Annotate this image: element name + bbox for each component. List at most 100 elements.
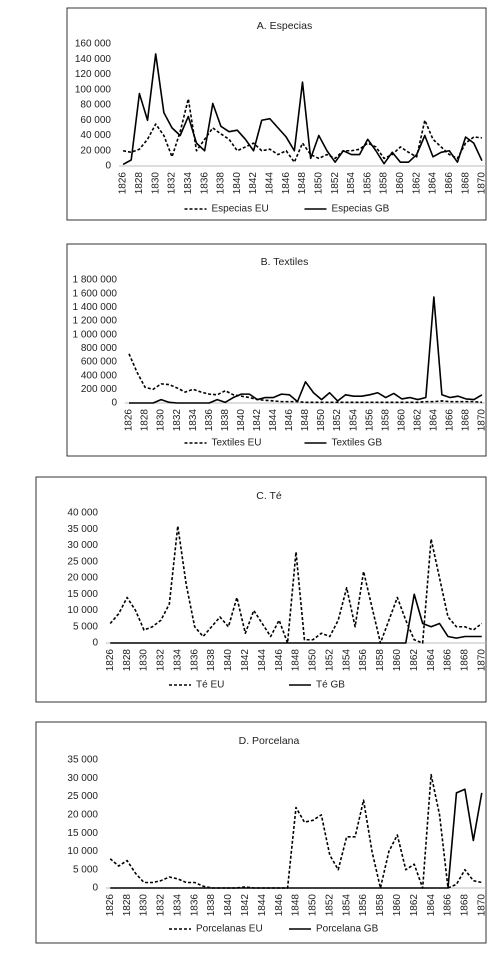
x-tick-label: 1864	[428, 172, 439, 195]
x-tick-label: 1862	[411, 172, 422, 195]
x-tick-label: 1866	[445, 409, 456, 432]
x-tick-label: 1826	[118, 172, 129, 195]
y-tick-label: 5 000	[73, 621, 98, 632]
panel-frame	[35, 721, 487, 944]
x-tick-label: 1834	[188, 409, 199, 432]
x-tick-label: 1870	[476, 894, 487, 917]
series-line	[109, 525, 483, 644]
x-tick-label: 1864	[428, 409, 439, 432]
x-tick-label: 1826	[105, 894, 116, 917]
x-tick-label: 1850	[313, 172, 324, 195]
y-tick-label: 400 000	[81, 370, 118, 381]
series-line	[109, 773, 482, 889]
y-tick-label: 40 000	[80, 130, 111, 141]
y-tick-label: 160 000	[75, 39, 112, 50]
chart-panel: B. Textiles 0 200 000 400 000 600 000 800 000…	[66, 243, 488, 457]
y-tick-label: 140 000	[75, 54, 112, 65]
x-tick-label: 1864	[426, 649, 437, 672]
series-line	[122, 53, 483, 166]
y-tick-label: 35 000	[67, 524, 98, 535]
y-tick-label: 800 000	[81, 343, 118, 354]
y-tick-label: 20 000	[67, 809, 98, 820]
y-tick-label: 30 000	[67, 773, 98, 784]
x-tick-label: 1840	[223, 894, 234, 917]
panel-frame	[66, 243, 487, 457]
x-tick-label: 1842	[240, 649, 251, 672]
x-tick-label: 1860	[395, 172, 406, 195]
series-line	[122, 98, 482, 163]
x-tick-label: 1832	[167, 172, 178, 195]
x-tick-label: 1852	[324, 894, 335, 917]
x-tick-label: 1834	[172, 649, 183, 672]
x-tick-label: 1850	[308, 649, 319, 672]
x-tick-label: 1844	[268, 409, 279, 432]
y-tick-label: 0	[111, 398, 117, 409]
chart-title: A. Especias	[257, 20, 312, 32]
y-tick-label: 35 000	[67, 755, 98, 766]
x-tick-label: 1830	[156, 409, 167, 432]
x-tick-label: 1840	[223, 649, 234, 672]
y-tick-label: 60 000	[80, 115, 111, 126]
chart-panel: A. Especias 0 20 000 40 000 60 000 80 000 100 …	[66, 7, 488, 221]
x-tick-label: 1868	[461, 409, 472, 432]
legend-label: Té GB	[316, 680, 345, 691]
x-tick-label: 1844	[257, 894, 268, 917]
legend-label: Porcelanas EU	[196, 924, 263, 935]
y-tick-label: 10 000	[67, 846, 98, 857]
y-tick-label: 1 800 000	[73, 275, 118, 286]
y-tick-label: 5 000	[73, 864, 98, 875]
y-tick-label: 1 600 000	[73, 288, 118, 299]
x-tick-label: 1842	[240, 894, 251, 917]
x-tick-label: 1838	[206, 894, 217, 917]
x-tick-label: 1838	[220, 409, 231, 432]
y-tick-label: 15 000	[67, 589, 98, 600]
x-tick-label: 1834	[172, 894, 183, 917]
y-tick-label: 10 000	[67, 605, 98, 616]
x-tick-label: 1868	[460, 894, 471, 917]
y-tick-label: 200 000	[81, 384, 118, 395]
x-tick-label: 1836	[199, 172, 210, 195]
legend-label: Textiles GB	[332, 438, 383, 449]
x-tick-label: 1846	[274, 649, 285, 672]
legend-label: Textiles EU	[212, 438, 262, 449]
x-tick-label: 1842	[252, 409, 263, 432]
x-tick-label: 1856	[358, 649, 369, 672]
x-tick-label: 1832	[156, 649, 167, 672]
x-tick-label: 1844	[257, 649, 268, 672]
x-tick-label: 1870	[477, 172, 488, 195]
y-tick-label: 100 000	[75, 84, 112, 95]
x-tick-label: 1844	[265, 172, 276, 195]
x-tick-label: 1850	[316, 409, 327, 432]
x-tick-label: 1848	[297, 172, 308, 195]
x-tick-label: 1840	[232, 172, 243, 195]
x-tick-label: 1858	[375, 649, 386, 672]
x-tick-label: 1830	[139, 649, 150, 672]
y-tick-label: 120 000	[75, 69, 112, 80]
x-tick-label: 1854	[346, 172, 357, 195]
x-tick-label: 1858	[380, 409, 391, 432]
x-tick-label: 1856	[364, 409, 375, 432]
x-tick-label: 1846	[284, 409, 295, 432]
x-tick-label: 1836	[189, 649, 200, 672]
x-tick-label: 1842	[248, 172, 259, 195]
x-tick-label: 1866	[443, 649, 454, 672]
x-tick-label: 1830	[139, 894, 150, 917]
series-line	[129, 296, 483, 404]
x-tick-label: 1858	[375, 894, 386, 917]
y-tick-label: 0	[105, 161, 111, 172]
x-tick-label: 1826	[124, 409, 135, 432]
series-line	[110, 593, 482, 644]
legend-label: Porcelana GB	[316, 924, 379, 935]
x-tick-label: 1848	[291, 894, 302, 917]
y-tick-label: 25 000	[67, 556, 98, 567]
y-tick-label: 600 000	[81, 357, 118, 368]
x-tick-label: 1860	[392, 894, 403, 917]
x-tick-label: 1852	[330, 172, 341, 195]
x-tick-label: 1848	[300, 409, 311, 432]
x-tick-label: 1848	[291, 649, 302, 672]
x-tick-label: 1828	[122, 894, 133, 917]
series-line	[128, 353, 483, 404]
x-tick-label: 1830	[150, 172, 161, 195]
y-tick-label: 30 000	[67, 540, 98, 551]
